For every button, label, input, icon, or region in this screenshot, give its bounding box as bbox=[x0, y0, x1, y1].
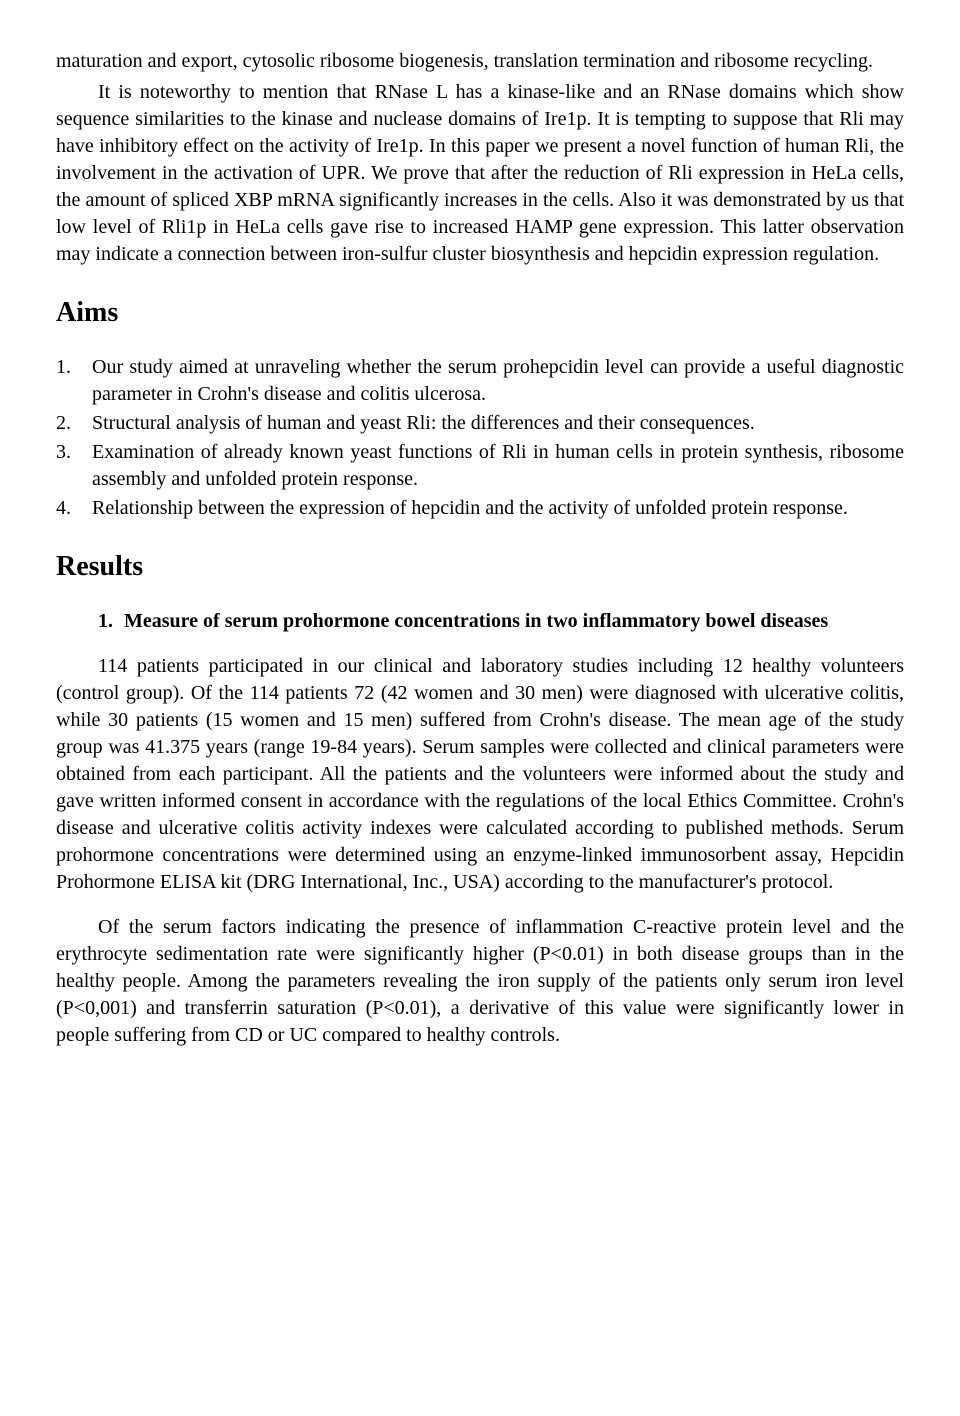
aims-heading: Aims bbox=[56, 294, 904, 332]
result-1-paragraph-1: 114 patients participated in our clinica… bbox=[56, 653, 904, 896]
aim-item-4: Relationship between the expression of h… bbox=[56, 495, 904, 522]
aims-list: Our study aimed at unraveling whether th… bbox=[56, 354, 904, 522]
aim-item-1: Our study aimed at unraveling whether th… bbox=[56, 354, 904, 408]
result-1-heading: 1. Measure of serum prohormone concentra… bbox=[98, 608, 904, 635]
results-heading: Results bbox=[56, 548, 904, 586]
result-1-paragraph-2: Of the serum factors indicating the pres… bbox=[56, 914, 904, 1049]
result-1-title: Measure of serum prohormone concentratio… bbox=[124, 608, 828, 635]
paragraph-intro-2: It is noteworthy to mention that RNase L… bbox=[56, 79, 904, 268]
aim-item-2: Structural analysis of human and yeast R… bbox=[56, 410, 904, 437]
result-1-number: 1. bbox=[98, 608, 124, 635]
aim-item-3: Examination of already known yeast funct… bbox=[56, 439, 904, 493]
paragraph-continuation: maturation and export, cytosolic ribosom… bbox=[56, 48, 904, 75]
